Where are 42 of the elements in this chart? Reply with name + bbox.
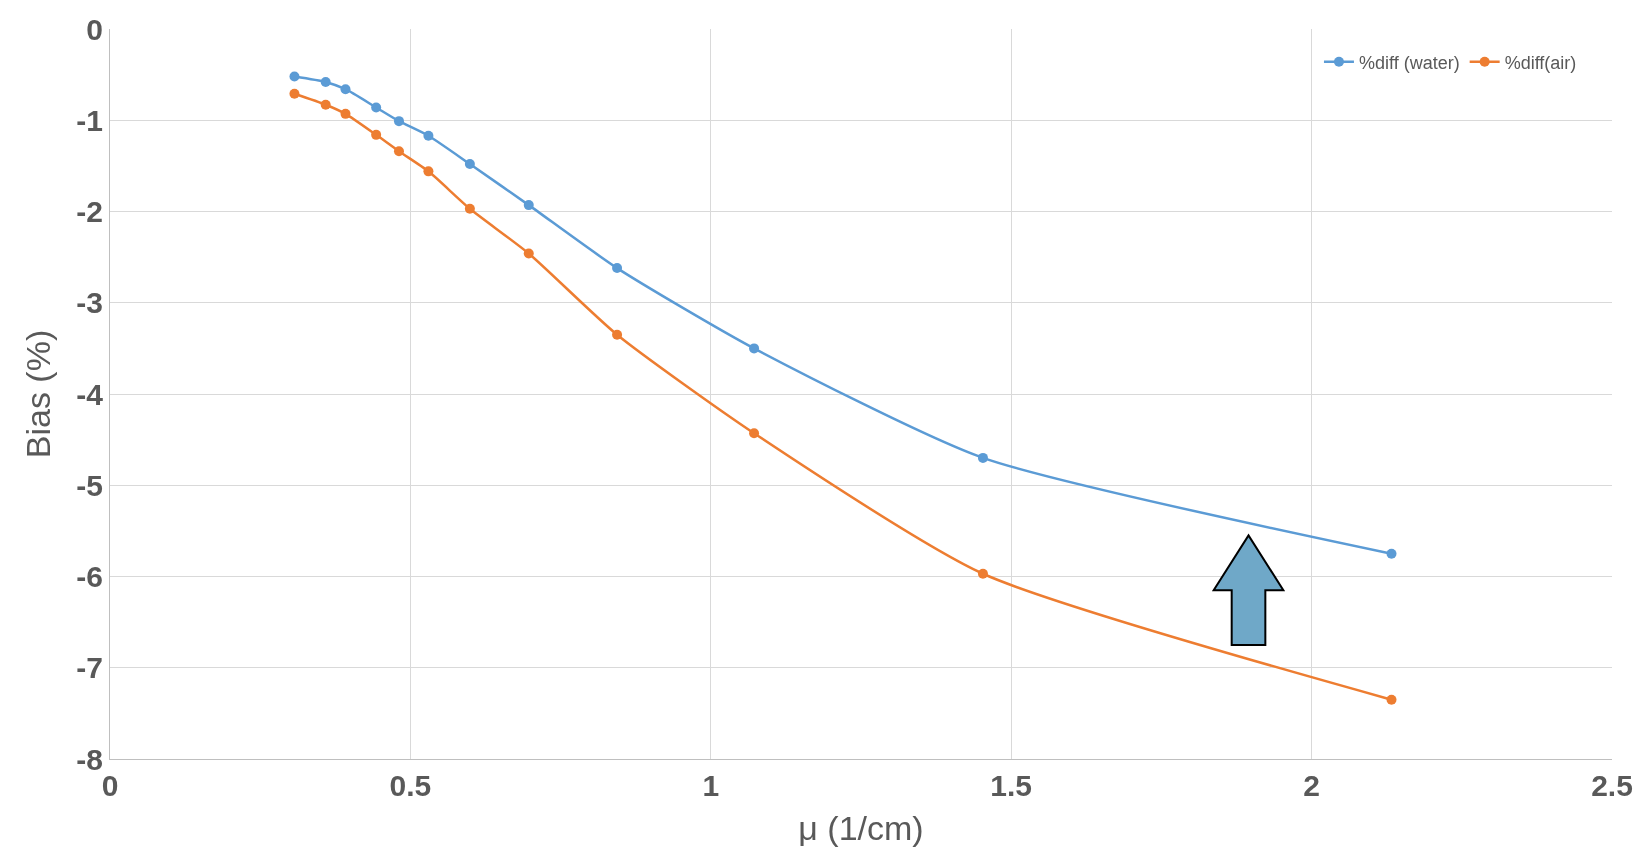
y-tick-label: -1: [76, 103, 103, 137]
point: [464, 159, 475, 170]
y-tick-label: -3: [76, 286, 103, 320]
point: [393, 116, 404, 127]
y-axis-title: Bias (%): [18, 329, 57, 459]
y-tick-label: -4: [76, 377, 104, 411]
point: [1386, 548, 1397, 559]
x-tick-label: 1.5: [990, 769, 1033, 802]
x-tick-label: 1: [702, 769, 720, 802]
y-tick-label: -6: [76, 560, 103, 593]
point: [340, 84, 351, 95]
y-tick-label: -7: [76, 651, 103, 685]
point: [749, 428, 760, 439]
x-tick-label: 0.5: [389, 769, 432, 802]
y-tick-label: -8: [76, 742, 103, 776]
point: [523, 248, 534, 259]
point: [289, 88, 300, 99]
point: [1386, 694, 1397, 705]
point: [612, 329, 623, 340]
point: [320, 99, 331, 110]
point: [320, 76, 331, 87]
point: [393, 146, 404, 157]
legend-label: %diff(air): [1504, 52, 1577, 73]
legend-label: %diff (water): [1358, 52, 1460, 73]
point: [371, 102, 382, 113]
y-tick-label: -2: [76, 195, 103, 228]
point: [749, 343, 760, 354]
point: [977, 452, 988, 463]
point: [423, 166, 434, 177]
x-tick-label: 2: [1303, 769, 1320, 802]
point: [423, 130, 434, 141]
point: [523, 200, 534, 211]
y-tick-label: -5: [76, 468, 103, 502]
point: [977, 568, 988, 579]
point: [340, 108, 351, 119]
point: [464, 203, 475, 214]
point: [612, 263, 623, 274]
x-axis-title: μ (1/cm): [798, 809, 924, 848]
y-tick-label: 0: [86, 12, 103, 46]
point: [289, 71, 300, 82]
x-tick-label: 2.5: [1591, 769, 1633, 802]
point: [371, 129, 382, 140]
